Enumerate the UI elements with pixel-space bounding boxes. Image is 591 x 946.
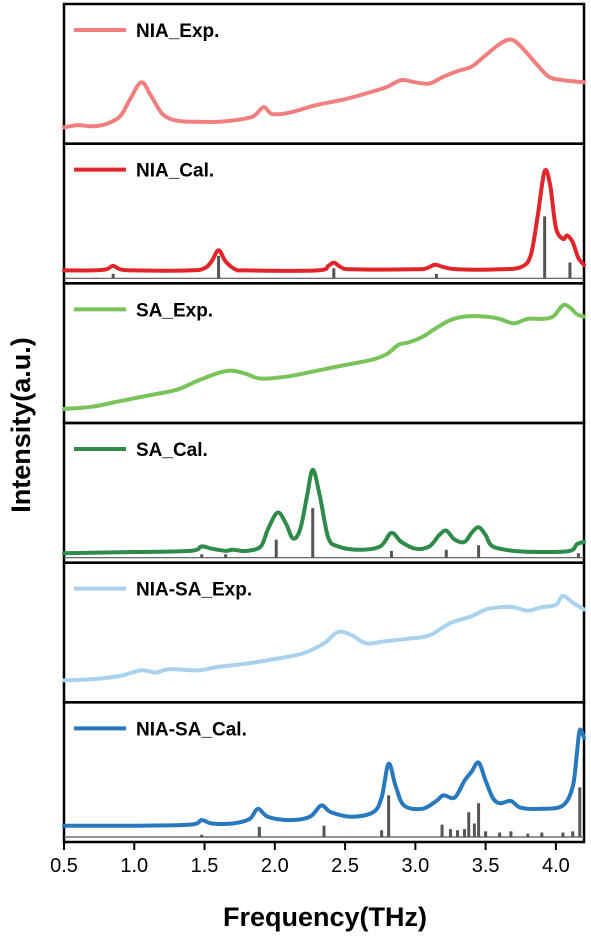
y-axis-title: Intensity(a.u.)	[6, 337, 36, 513]
series-line	[62, 302, 586, 411]
panel-frame	[62, 701, 586, 844]
panel-6: NIA-SA_Cal.	[62, 701, 586, 844]
panel-5: NIA-SA_Exp.	[62, 561, 586, 704]
legend-label: NIA-SA_Cal.	[136, 719, 247, 740]
series-line	[62, 467, 586, 556]
x-tick-label: 3.0	[401, 855, 429, 877]
x-tick-label: 2.0	[261, 855, 289, 877]
panel-3: SA_Exp.	[62, 282, 586, 425]
series-line	[62, 168, 586, 273]
legend-label: SA_Exp.	[136, 300, 213, 321]
panel-2: NIA_Cal.	[62, 142, 586, 285]
series-line	[62, 593, 586, 683]
legend-label: SA_Cal.	[136, 440, 208, 461]
x-axis: 0.5 1.0 1.5 2.0 2.5 3.0 3.5 4.0	[50, 842, 570, 877]
x-tick-label: 0.5	[50, 855, 78, 877]
x-tick-label: 1.5	[191, 855, 219, 877]
panel-1: NIA_Exp.	[62, 2, 586, 145]
x-tick-label: 1.0	[120, 855, 148, 877]
series-line	[62, 37, 586, 130]
legend-label: NIA_Exp.	[136, 21, 219, 42]
legend-label: NIA-SA_Exp.	[136, 580, 252, 601]
x-tick-label: 4.0	[542, 855, 570, 877]
x-axis-title: Frequency(THz)	[223, 902, 427, 932]
panel-4: SA_Cal.	[62, 421, 586, 564]
x-tick-label: 3.5	[472, 855, 500, 877]
x-tick-label: 2.5	[331, 855, 359, 877]
panels-group: NIA_Exp. NIA_Cal. SA_Exp. SA_Cal. NIA-SA_Exp…	[62, 2, 586, 844]
legend-label: NIA_Cal.	[136, 161, 214, 182]
series-line	[62, 727, 586, 828]
